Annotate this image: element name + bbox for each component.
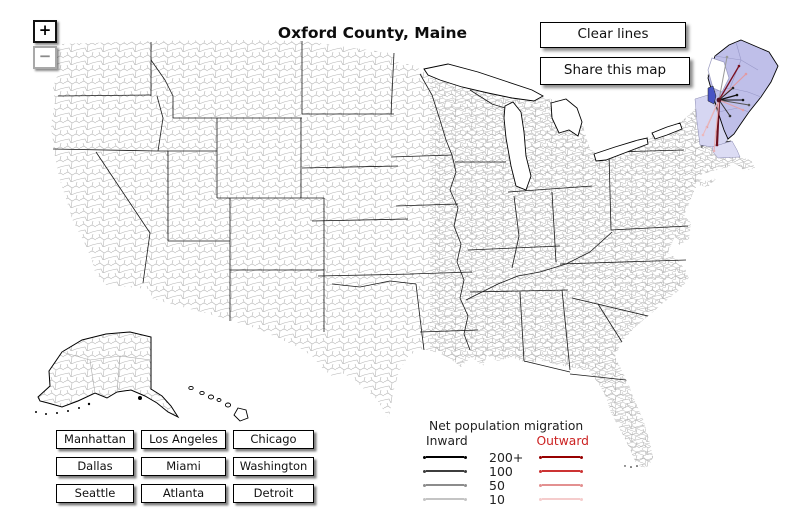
legend-outward-label: Outward [536, 434, 589, 448]
great-lakes [423, 63, 683, 191]
page-title: Oxford County, Maine [277, 24, 468, 42]
city-button-losangeles[interactable]: Los Angeles [141, 430, 226, 449]
zoom-in-button[interactable]: + [33, 20, 57, 43]
legend-rows: 200+ 100 50 10 [423, 449, 593, 507]
zoom-out-button[interactable]: − [33, 46, 57, 69]
legend-row: 200+ [423, 449, 593, 465]
city-shortcuts: Manhattan Los Angeles Chicago Dallas Mia… [56, 430, 314, 503]
city-button-detroit[interactable]: Detroit [233, 484, 314, 503]
hawaii-inset [188, 385, 249, 422]
legend-inward-label: Inward [426, 434, 468, 448]
highlight-region [694, 39, 779, 159]
legend-value: 50 [489, 477, 505, 493]
legend-title: Net population migration [429, 419, 584, 433]
city-button-washington[interactable]: Washington [233, 457, 314, 476]
legend-value: 10 [489, 491, 505, 507]
city-button-atlanta[interactable]: Atlanta [141, 484, 226, 503]
strong-flow-county [707, 85, 717, 105]
legend-row: 50 [423, 477, 593, 493]
massachusetts-highlight [711, 140, 741, 159]
legend-value: 200+ [489, 449, 524, 465]
lake-ontario [651, 122, 683, 140]
florida-keys [624, 465, 638, 468]
city-button-chicago[interactable]: Chicago [233, 430, 314, 449]
legend-direction-labels: Inward Outward [423, 434, 593, 448]
share-map-button[interactable]: Share this map [540, 57, 690, 85]
legend-row: 10 [423, 491, 593, 507]
legend-value: 100 [489, 463, 513, 479]
lake-superior [423, 63, 544, 102]
oxford-county [707, 57, 730, 93]
state-borders [52, 41, 732, 381]
maine-county-lines [711, 41, 762, 113]
legend: Net population migration Inward Outward … [423, 419, 593, 507]
migration-lines [701, 55, 751, 153]
city-button-seattle[interactable]: Seattle [56, 484, 134, 503]
lake-huron [550, 98, 583, 137]
city-button-miami[interactable]: Miami [141, 457, 226, 476]
city-button-dallas[interactable]: Dallas [56, 457, 134, 476]
lake-erie [593, 137, 649, 162]
legend-row: 100 [423, 463, 593, 479]
lower48-land [51, 40, 778, 468]
city-button-manhattan[interactable]: Manhattan [56, 430, 134, 449]
clear-lines-button[interactable]: Clear lines [540, 22, 686, 48]
lake-michigan [503, 101, 532, 191]
alaska-inset [35, 331, 180, 419]
